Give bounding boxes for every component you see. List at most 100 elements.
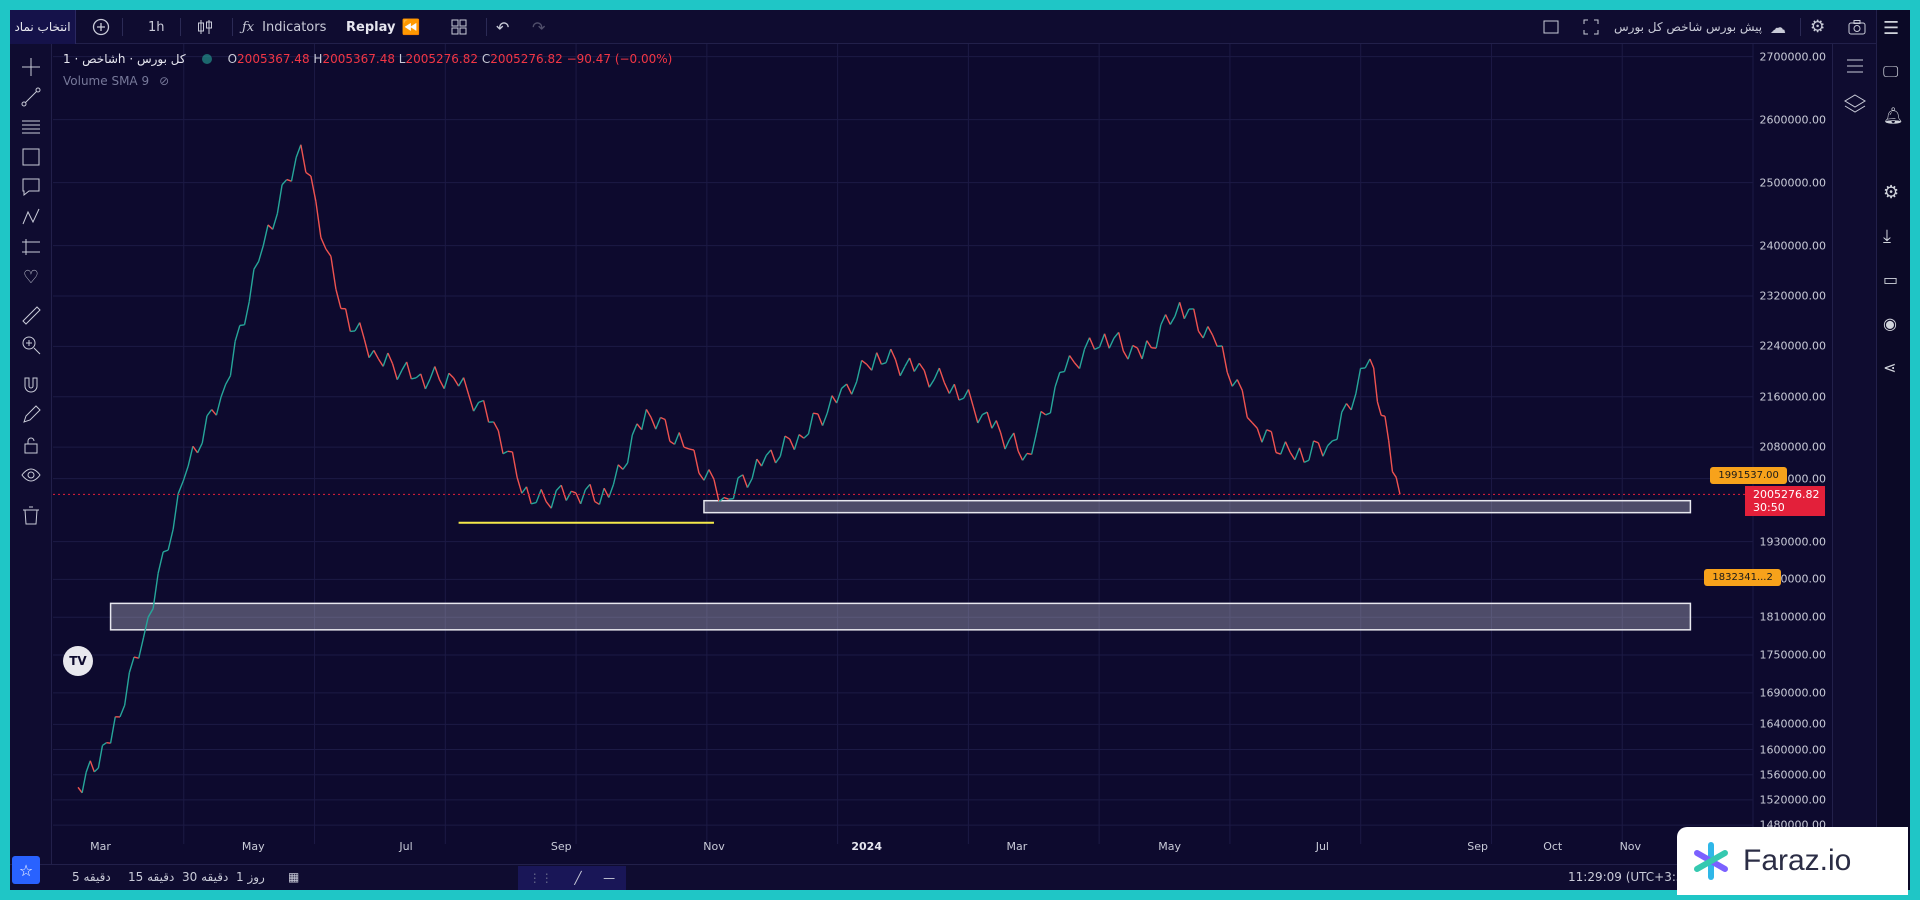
layout-button[interactable] (448, 10, 470, 44)
watermark: Faraz.io (1677, 827, 1908, 895)
price-candle-segment (310, 175, 317, 202)
menu-button[interactable]: ☰ (1883, 18, 1899, 39)
interval-15m[interactable]: 15 دقیقه (128, 870, 175, 884)
interval-30m[interactable]: 30 دقیقه (182, 870, 229, 884)
price-candle-segment (438, 379, 445, 390)
price-candle-segment (211, 409, 217, 416)
eye-off-icon[interactable]: ⊘ (159, 74, 170, 88)
price-candle-segment (1332, 438, 1338, 442)
price-candle-segment (1013, 432, 1019, 452)
annotation-tool[interactable] (18, 174, 44, 200)
price-candle-segment (354, 322, 361, 332)
price-candle-segment (622, 462, 629, 470)
symbol-title[interactable]: شاخص · 1h · کل بورس (63, 52, 186, 66)
settings-button[interactable]: ⚙ (1810, 10, 1825, 44)
measure-tool[interactable] (18, 302, 44, 328)
card-icon: ▭ (1883, 270, 1899, 289)
chart-canvas[interactable] (53, 44, 1832, 864)
price-candle-segment (1174, 302, 1181, 317)
price-candle-segment (650, 417, 657, 430)
price-tick-label: 2700000.00 (1759, 50, 1826, 64)
price-candle-segment (756, 458, 763, 467)
fib-tool[interactable] (18, 114, 44, 140)
grid-layout-icon (448, 16, 470, 38)
indicators-button[interactable]: ƒx Indicators (242, 10, 326, 44)
price-candle-segment (225, 375, 232, 385)
price-candle-segment (401, 361, 408, 371)
cloud-save-button[interactable]: ☁ (1770, 10, 1786, 44)
alert-callout-upper[interactable]: 1991537.00 (1710, 466, 1787, 484)
expand-button[interactable] (1580, 10, 1602, 44)
forecast-icon (22, 239, 40, 255)
hide-tool[interactable] (18, 462, 44, 488)
replay-button[interactable]: Replay ⏪ (346, 10, 420, 44)
layers-button[interactable] (1843, 92, 1867, 120)
price-candle-segment (640, 409, 648, 430)
redo-button[interactable]: ↷ (532, 10, 545, 44)
volume-label: Volume SMA 9 (63, 74, 150, 88)
time-tick-label: May (1158, 840, 1182, 853)
pencil-lock-icon (23, 405, 41, 423)
price-candle-segment (728, 498, 734, 500)
price-candle-segment (1381, 414, 1386, 417)
price-axis[interactable]: 2700000.00 2600000.00 2500000.00 2400000.00… (1753, 44, 1832, 844)
hline-shortcut-icon[interactable]: — (603, 871, 616, 885)
monitor-button[interactable]: 🖵 (1883, 62, 1898, 82)
gear-icon: ⚙ (1883, 182, 1900, 203)
price-candle-segment (1207, 326, 1214, 336)
delete-tool[interactable] (18, 502, 44, 528)
price-candle-segment (784, 435, 791, 440)
time-axis[interactable]: Mar May Jul Sep Nov 2024 Mar May Jul Sep Oct Nov (53, 834, 1753, 858)
zoom-tool[interactable] (18, 332, 44, 358)
snapshot-button[interactable] (1846, 10, 1868, 44)
price-candle-segment (678, 432, 685, 448)
symbol-search-button[interactable]: انتخاب نماد (10, 10, 76, 44)
undo-button[interactable]: ↶ (496, 10, 509, 44)
download-icon: ⤓ (1883, 226, 1891, 247)
price-candle-segment (253, 261, 260, 270)
price-candle-segment (835, 388, 843, 404)
price-chart[interactable]: شاخص · 1h · کل بورس O2005367.48 H2005367… (53, 44, 1832, 864)
date-range-button[interactable]: ▦ (288, 870, 299, 884)
time-tick-label: Mar (1006, 840, 1028, 853)
watchlist-button[interactable] (1843, 54, 1867, 82)
fullscreen-square-button[interactable] (1540, 10, 1562, 44)
chart-type-button[interactable] (194, 10, 216, 44)
clock[interactable]: 11:29:09 (UTC+3:30) (1568, 870, 1696, 884)
share-button[interactable]: ⋖ (1883, 358, 1896, 377)
dots-icon[interactable]: ⋮⋮ (528, 871, 553, 885)
alerts-button[interactable]: 🔔︎ (1883, 106, 1903, 125)
price-candle-segment (908, 357, 915, 372)
price-tick-label: 2160000.00 (1759, 390, 1826, 404)
alert-callout-lower[interactable]: 1832341...2 (1704, 569, 1781, 587)
price-candle-segment (603, 487, 610, 498)
forecast-tool[interactable] (18, 234, 44, 260)
interval-1d[interactable]: 1 روز (236, 870, 265, 884)
trendline-tool[interactable] (18, 84, 44, 110)
trendline-shortcut-icon[interactable]: ╱ (574, 871, 582, 885)
favorites-button[interactable]: ☆ (12, 856, 40, 884)
interval-5m[interactable]: 5 دقیقه (72, 870, 111, 884)
crosshair-tool[interactable] (18, 54, 44, 80)
lock-tool[interactable] (18, 432, 44, 458)
price-candle-segment (885, 348, 892, 363)
shapes-tool[interactable] (18, 144, 44, 170)
lock-draw-tool[interactable] (18, 402, 44, 428)
magnet-tool[interactable] (18, 372, 44, 398)
price-candle-segment (1078, 348, 1086, 369)
price-candle-segment (631, 423, 638, 436)
card-button[interactable]: ▭ (1883, 270, 1898, 289)
favorites-tool[interactable]: ♡ (18, 264, 44, 290)
price-tick-label: 1520000.00 (1759, 793, 1826, 807)
price-candle-segment (953, 383, 960, 401)
price-candle-segment (1322, 445, 1329, 457)
add-symbol-button[interactable] (90, 10, 112, 44)
interval-button[interactable]: 1h (148, 19, 165, 35)
price-candle-segment (286, 178, 292, 182)
settings-side-button[interactable]: ⚙ (1883, 182, 1899, 203)
profile-button[interactable]: ◉ (1883, 314, 1897, 333)
tradingview-logo[interactable]: TV (63, 646, 93, 676)
pattern-tool[interactable] (18, 204, 44, 230)
volume-indicator[interactable]: Volume SMA 9 ⊘ (63, 74, 169, 88)
download-button[interactable]: ⤓ (1883, 226, 1891, 247)
